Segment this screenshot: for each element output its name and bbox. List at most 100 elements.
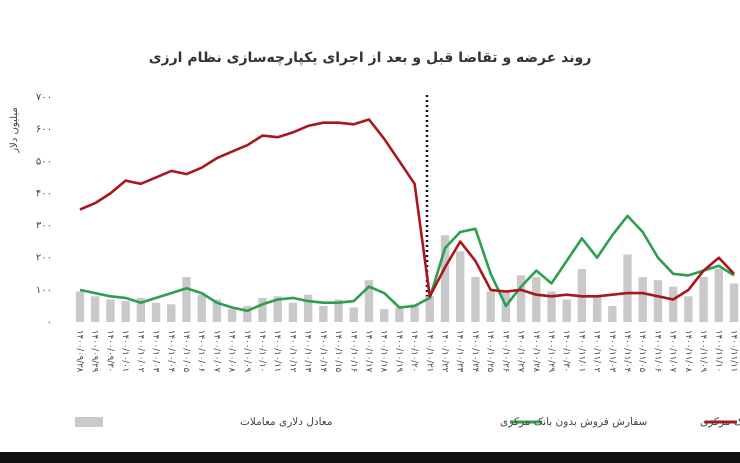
x-tick-label: ۱۴۰۰/۱۰/۱۹: [394, 330, 404, 373]
x-tick-label: ۱۴۰۰/۱۰/۱۴: [318, 330, 328, 372]
bar: [699, 277, 708, 322]
bar: [303, 294, 313, 322]
y-tick-label: ۰: [47, 317, 52, 328]
x-tick-label: ۱۴۰۰/۱۱/۰۳: [607, 330, 617, 373]
x-tick-label: ۱۴۰۰/۱۱/۰۷: [668, 330, 678, 373]
x-tick-label: ۱۴۰۰/۰۹/۲۸: [75, 330, 85, 373]
bar: [243, 305, 252, 322]
y-tick-label: ۲۰۰: [36, 253, 52, 264]
bottom-bar: [0, 452, 740, 463]
y-tick-label: ۵۰۰: [36, 156, 52, 167]
x-tick-label: ۱۴۰۰/۱۰/۰۳: [151, 330, 161, 373]
y-tick-label: ۶۰۰: [36, 124, 52, 135]
x-tick-label: ۱۴۰۰/۱۰/۲۵: [485, 330, 495, 373]
bar: [668, 286, 678, 322]
x-tick-label: ۱۴۰۰/۱۰/۰۵: [181, 330, 191, 373]
bar: [364, 280, 374, 322]
bar: [425, 296, 434, 322]
bar: [592, 296, 602, 322]
x-tick-label: ۱۴۰۰/۱۰/۳۰: [561, 330, 571, 372]
bar: [684, 296, 693, 322]
x-tick-label: ۱۴۰۰/۱۰/۲۲: [440, 330, 450, 373]
bar: [532, 277, 541, 322]
x-tick-label: ۱۴۰۰/۱۰/۱۲: [287, 330, 297, 373]
legend-label: سفارش فروش بدون بانک مرکزی: [500, 416, 647, 428]
legend-label: معادل دلاری معاملات: [240, 416, 333, 428]
bar: [258, 297, 267, 322]
line: [79, 214, 735, 313]
x-tick-label: ۱۴۰۰/۱۰/۲۱: [424, 330, 434, 372]
x-tick-label: ۱۴۰۰/۱۱/۱۰: [713, 330, 723, 372]
bar: [410, 304, 419, 322]
x-tick-label: ۱۴۰۰/۱۰/۲۰: [409, 330, 419, 372]
y-tick-label: ۱۰۰: [36, 285, 52, 296]
x-tick-label: ۱۴۰۰/۱۱/۰۶: [652, 330, 662, 372]
bar: [197, 294, 206, 322]
x-tick-label: ۱۴۰۰/۱۰/۰۷: [211, 330, 221, 373]
x-tick-label: ۱۴۰۰/۰۹/۳۰: [105, 330, 115, 372]
chart-title: روند عرضه و تقاضا قبل و بعد از اجرای یکپ…: [149, 50, 592, 66]
bar: [623, 254, 632, 322]
x-tick-label: ۱۴۰۰/۱۱/۰۵: [637, 330, 647, 373]
legend-swatch: [75, 417, 103, 427]
x-tick-label: ۱۴۰۰/۱۱/۰۱: [576, 330, 586, 372]
bar: [91, 296, 100, 322]
bar: [334, 299, 343, 322]
x-tick-label: ۱۴۰۰/۱۰/۲۷: [516, 330, 526, 373]
x-tick-label: ۱۴۰۰/۱۰/۱۶: [348, 330, 358, 372]
y-axis-label: میلیون دلار: [9, 107, 20, 153]
x-tick-label: ۱۴۰۰/۱۰/۰۶: [196, 330, 206, 372]
y-tick-label: ۴۰۰: [36, 188, 52, 199]
x-tick-label: ۱۴۰۰/۱۰/۱۳: [303, 330, 313, 373]
bar: [151, 302, 161, 322]
x-tick-label: ۱۴۰۰/۱۰/۱۸: [379, 330, 389, 373]
bar: [227, 309, 237, 322]
bar: [471, 277, 480, 322]
x-tick-label: ۱۴۰۰/۱۰/۲۸: [531, 330, 541, 373]
x-tick-label: ۱۴۰۰/۱۱/۰۹: [698, 330, 708, 373]
y-tick-label: ۳۰۰: [36, 221, 52, 232]
bar: [729, 283, 739, 322]
x-tick-label: ۱۴۰۰/۱۰/۰۸: [227, 330, 237, 373]
x-tick-label: ۱۴۰۰/۱۰/۱۵: [333, 330, 343, 373]
bar: [440, 235, 450, 322]
line: [79, 118, 735, 301]
x-tick-label: ۱۴۰۰/۰۹/۲۹: [90, 330, 100, 373]
bar: [136, 297, 146, 322]
bar: [653, 280, 663, 322]
legend-label: سفارش خرید بدون بانک مرکزی: [700, 416, 740, 428]
bar: [638, 277, 647, 322]
bar: [516, 275, 526, 322]
bar: [167, 304, 176, 322]
x-tick-label: ۱۴۰۰/۱۰/۰۲: [135, 330, 145, 373]
bar: [319, 305, 328, 322]
x-tick-label: ۱۴۰۰/۱۰/۱۷: [363, 330, 373, 373]
bar: [121, 301, 130, 322]
x-tick-label: ۱۴۰۰/۱۰/۱۱: [272, 330, 282, 372]
x-tick-label: ۱۴۰۰/۱۱/۰۴: [622, 330, 632, 372]
x-tick-label: ۱۴۰۰/۱۱/۰۲: [592, 330, 602, 373]
x-tick-label: ۱۴۰۰/۱۰/۱۰: [257, 330, 267, 372]
x-tick-label: ۱۴۰۰/۱۱/۱۱: [729, 330, 739, 372]
x-tick-label: ۱۴۰۰/۱۰/۰۹: [242, 330, 252, 373]
x-tick-label: ۱۴۰۰/۱۰/۰۱: [120, 330, 130, 372]
x-tick-label: ۱۴۰۰/۱۰/۰۴: [166, 330, 176, 372]
x-tick-label: ۱۴۰۰/۱۰/۲۶: [500, 330, 510, 372]
bar: [75, 291, 85, 322]
bar: [562, 299, 571, 322]
bar: [395, 307, 404, 322]
bar: [212, 299, 222, 322]
bar: [349, 307, 358, 322]
bar: [456, 251, 465, 322]
bar: [714, 268, 723, 322]
x-tick-label: ۱۴۰۰/۱۱/۰۸: [683, 330, 693, 373]
x-tick-label: ۱۴۰۰/۱۰/۲۴: [470, 330, 480, 372]
bar: [380, 309, 389, 322]
bar: [486, 291, 495, 322]
x-tick-label: ۱۴۰۰/۱۰/۲۳: [455, 330, 465, 373]
bar: [288, 302, 298, 322]
bar: [273, 296, 282, 322]
